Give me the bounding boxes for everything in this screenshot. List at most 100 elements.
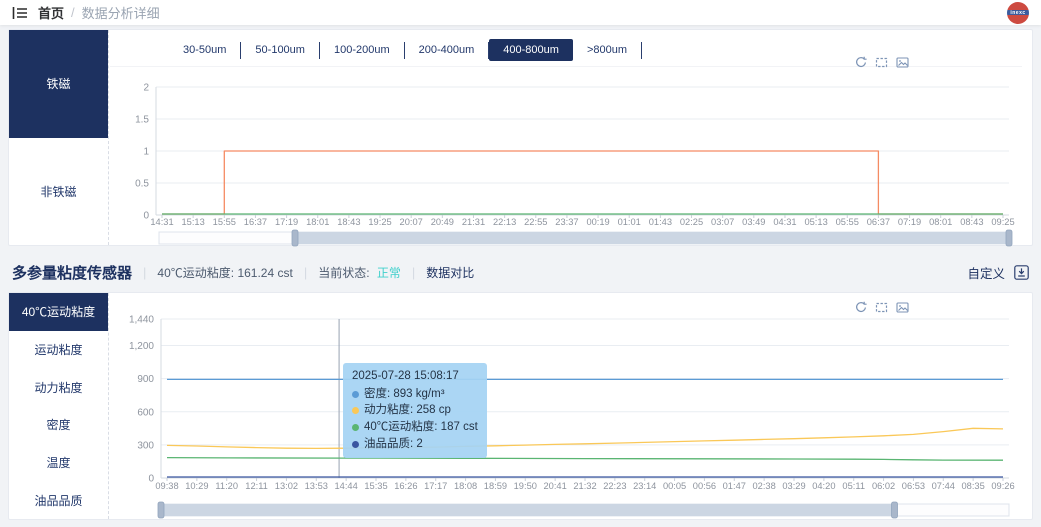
viscosity-sidebar: 40℃运动粘度运动粘度动力粘度密度温度油品品质: [9, 293, 109, 519]
tab-100-200um[interactable]: 100-200um: [333, 44, 390, 56]
viscosity-label: 40℃运动粘度:: [157, 265, 235, 280]
x-axis-label: 08:43: [960, 217, 983, 227]
tooltip-text: 油品品质: 2: [364, 437, 423, 450]
x-axis-label: 00:05: [663, 481, 686, 491]
datazoom-handle[interactable]: [157, 501, 165, 519]
x-axis-label: 22:55: [524, 217, 547, 227]
particle-panel: 铁磁非铁磁 30-50um 50-100um 100-200um 200-400um 4…: [8, 29, 1033, 247]
x-axis-label: 08:01: [929, 217, 952, 227]
restore-icon[interactable]: [854, 301, 867, 314]
x-axis-label: 20:49: [431, 217, 454, 227]
tab-50-100um[interactable]: 50-100um: [255, 44, 305, 56]
x-axis-label: 12:11: [245, 481, 268, 491]
chart-tooltip: 2025-07-28 15:08:17 密度: 893 kg/m³ 动力粘度: 2…: [343, 363, 487, 459]
x-axis-label: 18:59: [484, 481, 507, 491]
restore-icon[interactable]: [854, 56, 867, 69]
region-zoom-icon[interactable]: [875, 56, 888, 69]
size-range-tabs: 30-50um 50-100um 100-200um 200-400um 400-800…: [169, 38, 642, 62]
divider: |: [143, 264, 147, 280]
x-axis-label: 02:38: [753, 481, 776, 491]
x-axis-label: 00:19: [586, 217, 609, 227]
tooltip-row: 油品品质: 2: [352, 436, 478, 453]
x-axis-label: 15:13: [182, 217, 205, 227]
x-axis-label: 05:11: [842, 481, 865, 491]
x-axis-label: 16:26: [394, 481, 417, 491]
sidebar-item-温度[interactable]: 温度: [46, 456, 71, 471]
x-axis-label: 03:07: [711, 217, 734, 227]
x-axis-label: 06:02: [872, 481, 895, 491]
divider: |: [303, 264, 308, 280]
y-axis-label: 2: [143, 83, 149, 94]
x-axis-label: 17:17: [424, 481, 447, 491]
particle-sidebar: 铁磁 非铁磁: [9, 30, 109, 245]
particle-chart: 0 0.5 1 1.5 2 14:31 15:13 15:55 16:37 17:19 18:01 1…: [135, 83, 1015, 247]
section-title: 多参量粘度传感器: [12, 264, 133, 282]
x-axis-label: 13:02: [275, 481, 298, 491]
y-axis-label: 0: [148, 474, 154, 485]
x-axis-label: 05:13: [804, 217, 827, 227]
x-axis-label: 19:50: [514, 481, 537, 491]
region-zoom-icon[interactable]: [875, 301, 888, 314]
datazoom-handle[interactable]: [291, 229, 299, 247]
data-compare-link[interactable]: 数据对比: [426, 265, 475, 280]
x-axis-label: 06:53: [902, 481, 925, 491]
tab-200-400um[interactable]: 200-400um: [418, 44, 475, 56]
avatar[interactable]: inexc: [1007, 1, 1029, 24]
x-axis-label: 10:29: [185, 481, 208, 491]
customize-button[interactable]: 自定义: [967, 266, 1005, 281]
sidebar-item-非铁磁[interactable]: 非铁磁: [40, 184, 77, 199]
tooltip-timestamp: 2025-07-28 15:08:17: [352, 370, 459, 382]
menu-fold-icon[interactable]: [12, 6, 28, 20]
series-dot: [352, 407, 359, 415]
datazoom-handle[interactable]: [1005, 229, 1013, 247]
y-axis-label: 1,200: [129, 341, 154, 352]
export-icon[interactable]: [1014, 264, 1029, 280]
tooltip-row: 动力粘度: 258 cp: [352, 402, 478, 419]
x-axis-label: 05:55: [836, 217, 859, 227]
y-axis-label: 0.5: [135, 179, 149, 190]
x-axis-label: 00:56: [693, 481, 716, 491]
x-axis-label: 22:13: [493, 217, 516, 227]
x-axis-label: 20:07: [400, 217, 423, 227]
x-axis-label: 16:37: [244, 217, 267, 227]
sidebar-item-油品品质[interactable]: 油品品质: [34, 493, 83, 508]
tab-30-50um[interactable]: 30-50um: [183, 44, 227, 56]
series-dot: [352, 440, 359, 448]
tab-separator: [488, 41, 490, 59]
y-axis-label: 300: [137, 440, 154, 451]
x-axis-label: 18:08: [454, 481, 477, 491]
save-image-icon[interactable]: [896, 301, 909, 314]
sidebar-item-40℃运动粘度[interactable]: 40℃运动粘度: [9, 293, 108, 331]
sidebar-item-密度[interactable]: 密度: [46, 418, 71, 433]
avatar-logo-text: inexc: [1010, 9, 1026, 16]
x-axis-label: 03:29: [782, 481, 805, 491]
x-axis-label: 06:37: [867, 217, 890, 227]
tab-400-800um[interactable]: 400-800um: [489, 39, 573, 61]
tab->800um[interactable]: >800um: [586, 44, 627, 56]
tooltip-text: 密度: 893 kg/m³: [364, 387, 445, 400]
datazoom-selected-range[interactable]: [295, 232, 1009, 244]
x-axis-label: 03:49: [742, 217, 765, 227]
status-label: 当前状态:: [318, 265, 370, 280]
status-badge: 正常: [376, 265, 401, 280]
save-image-icon[interactable]: [896, 56, 909, 69]
x-axis-label: 17:19: [275, 217, 298, 227]
breadcrumb-home[interactable]: 首页: [38, 6, 65, 21]
x-axis-label: 07:19: [898, 217, 921, 227]
chart2-toolbox: [854, 301, 909, 314]
x-axis-label: 13:53: [305, 481, 328, 491]
sidebar-item-动力粘度[interactable]: 动力粘度: [34, 380, 83, 395]
x-axis-label: 23:37: [555, 217, 578, 227]
datazoom-selected-range[interactable]: [161, 504, 895, 516]
sidebar-item-铁磁[interactable]: 铁磁: [9, 30, 108, 138]
tabs-divider: [110, 66, 1022, 67]
y-axis-label: 600: [137, 407, 154, 418]
x-axis-label: 08:35: [962, 481, 985, 491]
x-axis-label: 15:35: [364, 481, 387, 491]
sidebar-item-运动粘度[interactable]: 运动粘度: [34, 343, 83, 357]
series-line: [166, 456, 1004, 461]
datazoom-handle[interactable]: [891, 501, 898, 519]
divider: |: [411, 264, 416, 280]
y-axis-label: 1,440: [129, 315, 154, 326]
viscosity-panel: 40℃运动粘度 运动粘度 动力粘度 密度 温度 油品品质 0 300 600 900 1,200 1…: [8, 292, 1033, 520]
